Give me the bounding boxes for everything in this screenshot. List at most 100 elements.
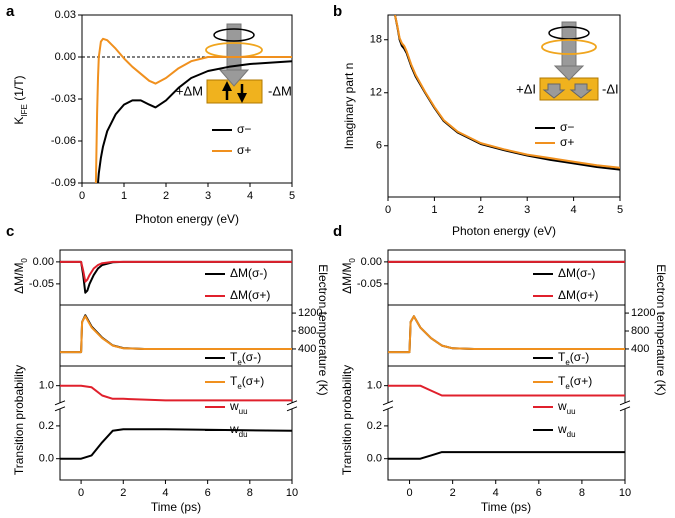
x-tick-label: 5 [289,190,295,202]
series-line [97,60,292,183]
y-axis-label: ΔM/M0 [12,258,28,294]
axis-break [619,406,631,412]
legend-label: wuu [229,399,248,415]
y-tick-label: 6 [376,140,382,152]
legend-label: ΔM(σ-) [558,266,595,280]
legend-label: ΔM(σ+) [558,288,598,302]
axis-break [286,406,298,412]
plot-frame [387,304,626,367]
y2-tick-label: 1200 [631,307,655,319]
plot-frame [387,365,626,481]
x-tick-label: 6 [536,487,542,499]
series-line [388,384,625,397]
y-tick-label: 0.00 [361,256,382,268]
legend-label: Te(σ-) [230,350,261,366]
y-tick-label: 0.00 [33,256,54,268]
x-tick-label: 5 [617,204,623,216]
y-tick-label: -0.06 [51,135,76,147]
legend-label: Te(σ-) [558,350,589,366]
legend-label: wdu [229,422,248,438]
panel-letter: a [6,3,15,20]
x-tick-label: 8 [579,487,585,499]
series-line [94,37,292,183]
series-line [388,315,625,354]
x-tick-label: 0 [406,487,412,499]
plot-frame [387,14,621,198]
series-line [388,451,625,460]
x-tick-label: 4 [162,487,168,499]
y-axis-label: Transition probability [12,365,26,475]
legend-label: ΔM(σ-) [230,266,267,280]
x-tick-label: 1 [431,204,437,216]
legend-label: wuu [557,399,576,415]
y-axis-label: KIFE (1/T) [12,75,28,124]
series-line [60,384,292,402]
y2-axis-label: Electron temperature (K) [654,264,668,395]
axis-break-gap [286,402,298,409]
series-line [60,315,292,354]
series-line [394,15,620,169]
annotation: +ΔI [516,81,536,96]
x-tick-label: 6 [205,487,211,499]
axis-break [54,406,66,412]
y-tick-label: 12 [370,87,382,99]
annotation: -ΔM [268,83,292,98]
panel-letter: d [333,223,342,240]
x-axis-label: Time (ps) [481,500,531,514]
legend-label: Te(σ+) [558,374,592,390]
x-tick-label: 2 [120,487,126,499]
legend-label: wdu [557,422,576,438]
x-axis-label: Photon energy (eV) [452,224,556,238]
x-tick-label: 0 [79,190,85,202]
legend-label: ΔM(σ+) [230,288,270,302]
panel-letter: c [6,223,14,240]
series-line [60,260,292,283]
x-tick-label: 4 [571,204,577,216]
y2-tick-label: 400 [298,343,316,355]
y-tick-label: 0.2 [39,420,54,432]
y-tick-label: -0.03 [51,93,76,105]
x-tick-label: 1 [121,190,127,202]
series-line [388,315,625,354]
x-tick-label: 2 [478,204,484,216]
panel-letter: b [333,3,342,20]
y-tick-label: -0.05 [357,278,382,290]
axis-break-gap [382,402,394,409]
x-axis-label: Time (ps) [151,500,201,514]
legend-label: Te(σ+) [230,374,264,390]
y2-tick-label: 1200 [298,307,322,319]
axis-break [619,400,631,406]
y-tick-label: 0.03 [55,9,76,21]
y-tick-label: 1.0 [39,380,54,392]
legend-label: σ+ [560,135,574,149]
plot-frame [59,365,293,481]
annotation: +ΔM [176,83,203,98]
y-tick-label: -0.09 [51,177,76,189]
axis-break [54,400,66,406]
y-tick-label: 1.0 [367,380,382,392]
y2-tick-label: 800 [298,325,316,337]
axis-break [286,400,298,406]
x-tick-label: 3 [524,204,530,216]
y-tick-label: -0.05 [29,278,54,290]
x-tick-label: 4 [493,487,499,499]
x-tick-label: 0 [78,487,84,499]
y-axis-label: Imaginary part n [342,63,356,150]
x-tick-label: 2 [450,487,456,499]
y-tick-label: 18 [370,34,382,46]
y-axis-label: ΔM/M0 [340,258,356,294]
x-tick-label: 10 [619,487,631,499]
legend-label: σ− [560,120,574,134]
x-tick-label: 8 [247,487,253,499]
x-tick-label: 3 [205,190,211,202]
x-tick-label: 4 [247,190,253,202]
x-tick-label: 0 [385,204,391,216]
x-tick-label: 2 [163,190,169,202]
y2-axis-label: Electron temperature (K) [316,264,330,395]
y2-tick-label: 400 [631,343,649,355]
axis-break [382,406,394,412]
y-tick-label: 0.0 [39,453,54,465]
axis-break [382,400,394,406]
